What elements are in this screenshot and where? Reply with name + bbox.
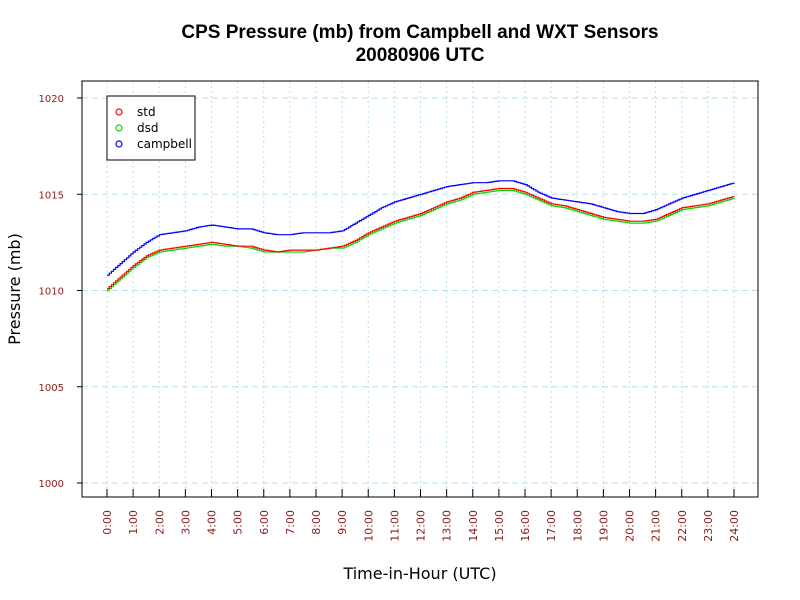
legend-marker-dsd — [115, 124, 123, 132]
x-tick-label: 3:00 — [179, 510, 192, 535]
x-tick-label: 16:00 — [519, 510, 532, 542]
x-tick-label: 23:00 — [702, 510, 715, 542]
y-tick-label: 1000 — [39, 479, 64, 490]
x-axis-ticks: 0:00 1:00 2:00 3:00 4:00 5:00 6:00 7:00 8:00 9:00… — [101, 489, 741, 542]
x-tick-label: 18:00 — [571, 510, 584, 542]
y-tick-label: 1015 — [39, 190, 64, 201]
x-tick-label: 7:00 — [284, 510, 297, 535]
plot-frame — [81, 80, 759, 498]
y-axis-label: Pressure (mb) — [5, 233, 24, 345]
legend-marker-campbell — [115, 140, 123, 148]
x-tick-label: 1:00 — [127, 510, 140, 535]
y-tick-label: 1005 — [39, 383, 64, 394]
x-tick-label: 10:00 — [362, 510, 375, 542]
y-axis-ticks: 1000 1005 1010 1015 1020 — [39, 94, 82, 490]
legend-label-campbell: campbell — [137, 137, 192, 151]
legend-marker-std — [115, 108, 123, 116]
chart-subtitle: 20080906 UTC — [356, 45, 485, 66]
y-tick-label: 1010 — [39, 287, 64, 298]
series-line-campbell — [107, 180, 735, 276]
x-tick-label: 21:00 — [650, 510, 663, 542]
grid-lines — [82, 81, 758, 497]
x-tick-label: 8:00 — [310, 510, 323, 535]
series-layer — [107, 180, 735, 292]
x-tick-label: 24:00 — [728, 510, 741, 542]
series-line-std — [107, 187, 735, 290]
x-axis-label: Time-in-Hour (UTC) — [342, 564, 496, 583]
legend: std dsd campbell — [106, 95, 196, 161]
x-tick-label: 6:00 — [258, 510, 271, 535]
x-tick-label: 14:00 — [467, 510, 480, 542]
x-tick-label: 4:00 — [206, 510, 219, 535]
series-line-dsd — [107, 189, 735, 292]
x-tick-label: 2:00 — [153, 510, 166, 535]
x-tick-label: 5:00 — [232, 510, 245, 535]
x-tick-label: 15:00 — [493, 510, 506, 542]
x-tick-label: 11:00 — [388, 510, 401, 542]
legend-label-std: std — [137, 105, 156, 119]
legend-label-dsd: dsd — [137, 121, 159, 135]
x-tick-label: 22:00 — [676, 510, 689, 542]
x-tick-label: 0:00 — [101, 510, 114, 535]
x-tick-label: 19:00 — [597, 510, 610, 542]
y-tick-label: 1020 — [39, 94, 64, 105]
x-tick-label: 9:00 — [336, 510, 349, 535]
x-tick-label: 12:00 — [415, 510, 428, 542]
chart-title: CPS Pressure (mb) from Campbell and WXT … — [181, 22, 658, 43]
x-tick-label: 13:00 — [441, 510, 454, 542]
x-tick-label: 17:00 — [545, 510, 558, 542]
x-tick-label: 20:00 — [624, 510, 637, 542]
